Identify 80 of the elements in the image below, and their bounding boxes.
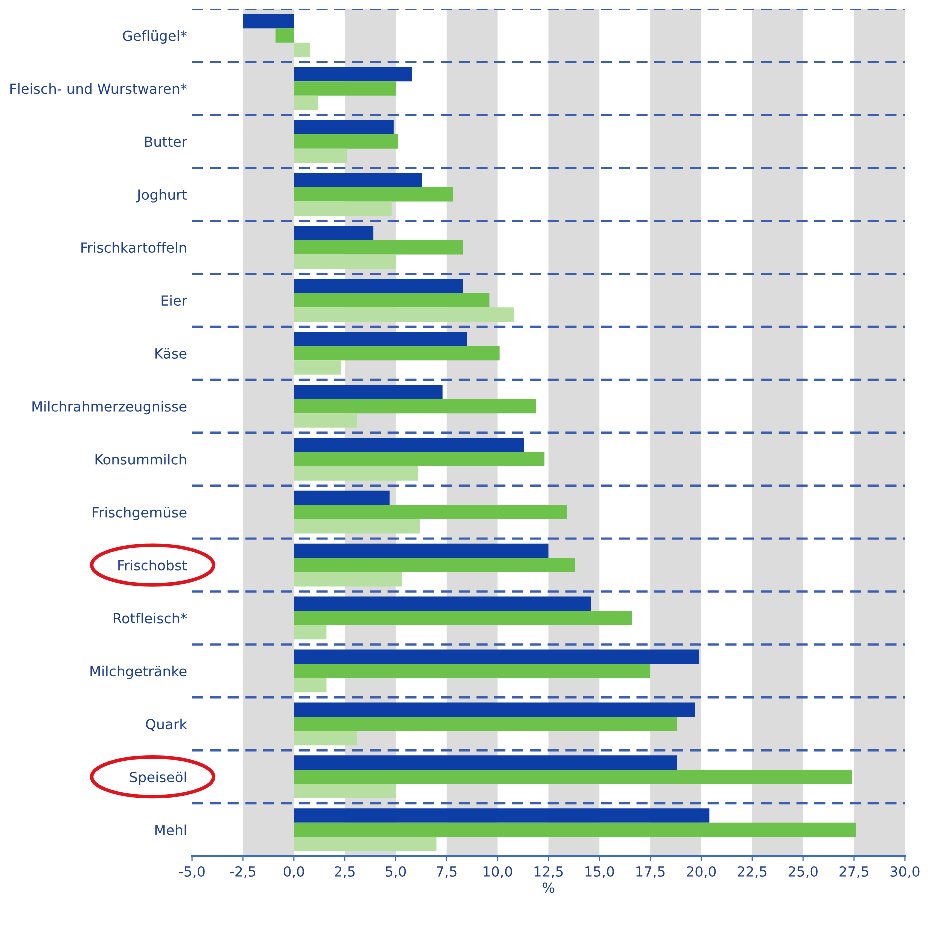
bar <box>294 466 418 481</box>
bar <box>294 596 592 612</box>
y-tick-label: Frischobst <box>118 560 188 571</box>
bar <box>294 438 524 452</box>
x-tick-label: -2,5 <box>230 866 256 878</box>
bar <box>294 240 464 255</box>
bar <box>243 14 294 29</box>
bar <box>294 702 696 717</box>
y-tick-label: Frischkartoffeln <box>82 242 186 254</box>
x-tick-label: 15,0 <box>586 866 614 878</box>
bar <box>294 134 398 149</box>
bar <box>294 96 319 110</box>
bar <box>294 202 392 216</box>
y-tick-label: Joghurt <box>136 189 188 203</box>
bar <box>294 148 348 164</box>
bar <box>294 173 422 188</box>
bar <box>294 572 402 587</box>
bar <box>294 784 396 799</box>
y-tick-label: Mehl <box>156 824 186 836</box>
bar <box>294 308 514 322</box>
bar <box>294 187 453 202</box>
bar <box>294 678 327 693</box>
bar <box>294 414 358 428</box>
y-tick-label: Milchrahmerzeugnisse <box>32 401 187 415</box>
x-tick-label: 12,5 <box>534 866 563 878</box>
y-tick-label: Geflügel* <box>123 30 188 44</box>
y-tick-label: Milchgetränke <box>90 666 187 680</box>
bar <box>294 822 856 838</box>
y-tick-label: Käse <box>156 348 187 359</box>
y-tick-label: Butter <box>145 136 188 148</box>
y-tick-label: Speiseöl <box>130 772 186 786</box>
bar <box>294 664 651 678</box>
x-tick-label: 10,0 <box>484 866 512 878</box>
bar <box>294 611 632 626</box>
y-tick-label: Fleisch- und Wurstwaren* <box>10 83 188 94</box>
bar <box>294 226 374 240</box>
bar <box>294 519 420 534</box>
x-tick-label: 30,0 <box>890 866 920 878</box>
x-tick-label: 17,5 <box>636 866 665 878</box>
bar <box>294 625 327 640</box>
y-tick-label: Rotfleisch* <box>114 612 188 624</box>
y-tick-label: Konsummilch <box>96 454 186 465</box>
x-tick-label: 7,5 <box>436 866 457 878</box>
bar <box>294 42 310 58</box>
y-tick-label: Quark <box>146 718 188 732</box>
x-tick-label: 20,0 <box>687 866 716 878</box>
bar <box>294 279 464 294</box>
bar <box>294 770 852 784</box>
bar <box>294 756 678 770</box>
bar <box>294 332 468 346</box>
bar <box>294 67 412 82</box>
bar <box>294 716 678 732</box>
bar <box>294 837 437 852</box>
bar <box>294 808 710 823</box>
bar <box>294 120 394 135</box>
x-tick-label: 22,5 <box>738 866 767 878</box>
x-tick-label: 27,5 <box>840 866 868 878</box>
bar <box>294 505 568 520</box>
bar <box>294 490 390 506</box>
x-tick-label: 25,0 <box>788 866 818 878</box>
y-tick-label: Eier <box>162 295 188 306</box>
x-tick-label: 2,5 <box>335 866 355 878</box>
bar <box>294 293 490 308</box>
x-axis-title: % <box>542 882 555 894</box>
bar <box>294 399 537 414</box>
x-tick-label: 5,0 <box>386 866 406 878</box>
bar <box>276 28 294 43</box>
bar <box>294 254 396 270</box>
bar <box>294 558 576 572</box>
bar <box>294 650 700 664</box>
x-tick-label: 0,0 <box>284 866 304 878</box>
bar <box>294 544 549 558</box>
bar <box>294 360 341 375</box>
bar <box>294 452 545 467</box>
x-tick-label: -5,0 <box>179 866 205 878</box>
bar <box>294 82 396 96</box>
bar <box>294 731 358 746</box>
bar <box>294 346 500 361</box>
bar <box>294 384 443 400</box>
y-tick-label: Frischgemüse <box>93 507 187 521</box>
